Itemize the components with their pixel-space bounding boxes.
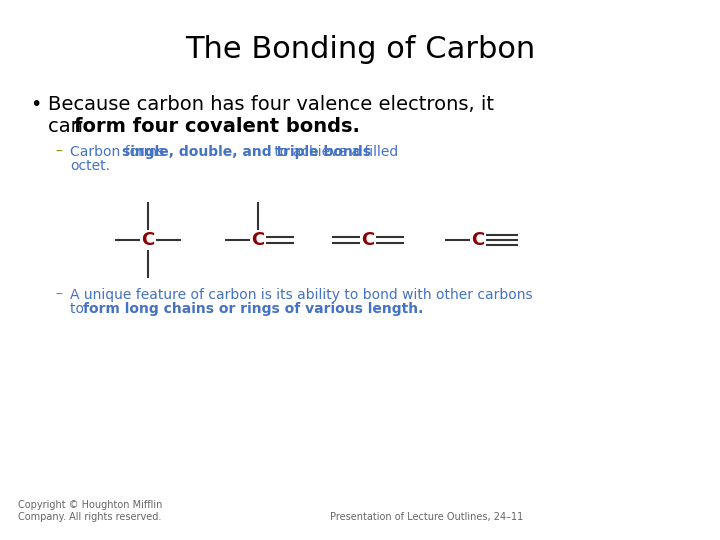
Text: C: C [361, 231, 374, 249]
Text: can: can [48, 117, 89, 136]
Text: •: • [30, 95, 41, 114]
Text: to achieve a filled: to achieve a filled [270, 145, 398, 159]
Text: to: to [70, 302, 89, 316]
Text: form long chains or rings of various length.: form long chains or rings of various len… [83, 302, 423, 316]
Text: –: – [55, 288, 62, 302]
Text: C: C [141, 231, 155, 249]
Text: A unique feature of carbon is its ability to bond with other carbons: A unique feature of carbon is its abilit… [70, 288, 533, 302]
Text: form four covalent bonds.: form four covalent bonds. [74, 117, 360, 136]
Text: Carbon forms: Carbon forms [70, 145, 168, 159]
Text: Copyright © Houghton Mifflin
Company. All rights reserved.: Copyright © Houghton Mifflin Company. Al… [18, 501, 163, 522]
Text: C: C [472, 231, 485, 249]
Text: C: C [251, 231, 265, 249]
Text: Because carbon has four valence electrons, it: Because carbon has four valence electron… [48, 95, 494, 114]
Text: Presentation of Lecture Outlines, 24–11: Presentation of Lecture Outlines, 24–11 [330, 512, 523, 522]
Text: –: – [55, 145, 62, 159]
Text: The Bonding of Carbon: The Bonding of Carbon [185, 35, 535, 64]
Text: single, double, and triple bonds: single, double, and triple bonds [122, 145, 371, 159]
Text: octet.: octet. [70, 159, 110, 173]
